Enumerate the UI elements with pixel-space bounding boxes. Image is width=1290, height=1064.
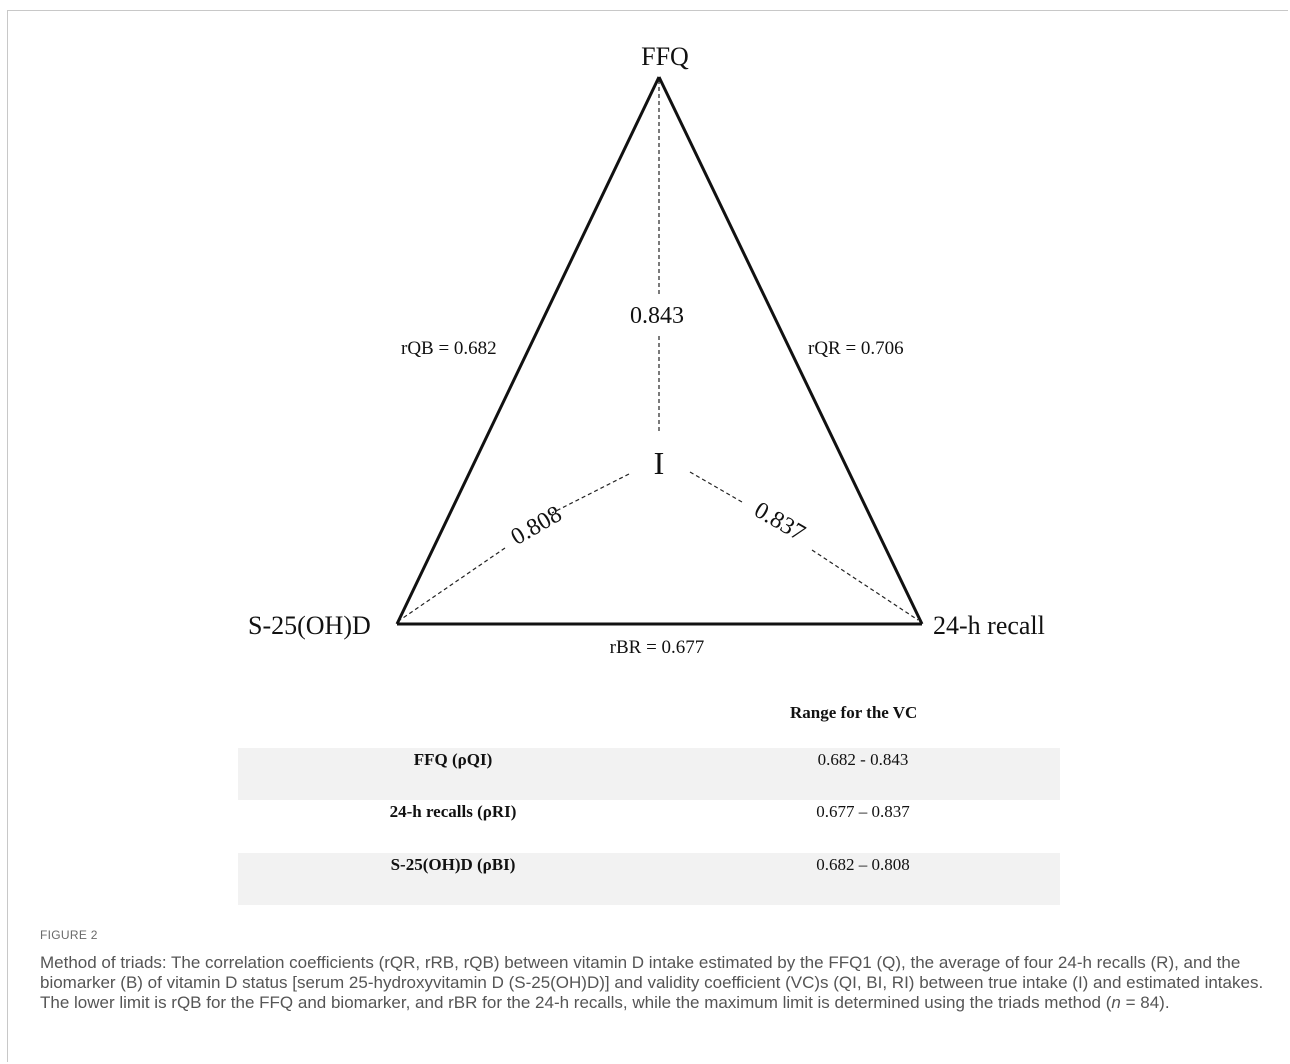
dash-to-recall-lower bbox=[811, 549, 919, 621]
edge-label-rqr: rQR = 0.706 bbox=[808, 338, 904, 359]
edge-label-rbr: rBR = 0.677 bbox=[610, 637, 705, 658]
vc-label-biomarker: 0.808 bbox=[507, 501, 567, 551]
row-range: 0.682 – 0.808 bbox=[816, 855, 910, 874]
table-row: S-25(OH)D (ρBI) 0.682 – 0.808 bbox=[238, 853, 1060, 905]
node-ffq: FFQ bbox=[641, 42, 689, 71]
vc-label-recall: 0.837 bbox=[750, 497, 810, 547]
caption-n-symbol: n bbox=[1111, 993, 1121, 1012]
vc-label-ffq: 0.843 bbox=[630, 303, 684, 329]
caption-text: Method of triads: The correlation coeffi… bbox=[40, 953, 1264, 1012]
table-row: FFQ (ρQI) 0.682 - 0.843 bbox=[238, 748, 1060, 800]
dash-to-biomarker-upper bbox=[551, 473, 630, 514]
row-label: 24-h recalls (ρRI) bbox=[389, 802, 517, 821]
node-recall: 24-h recall bbox=[933, 611, 1045, 640]
edge-label-rqb: rQB = 0.682 bbox=[401, 338, 497, 359]
dash-to-biomarker-lower bbox=[399, 547, 506, 621]
edge-left bbox=[395, 76, 661, 625]
row-label: FFQ (ρQI) bbox=[413, 750, 493, 769]
figure-caption: Method of triads: The correlation coeffi… bbox=[40, 953, 1265, 1013]
table-header-range: Range for the VC bbox=[790, 703, 918, 722]
table-row: 24-h recalls (ρRI) 0.677 – 0.837 bbox=[238, 800, 1060, 852]
row-label: S-25(OH)D (ρBI) bbox=[390, 855, 516, 874]
figure-frame bbox=[7, 10, 1288, 1062]
figure-label: FIGURE 2 bbox=[40, 928, 98, 942]
row-range: 0.677 – 0.837 bbox=[816, 802, 910, 821]
node-biomarker: S-25(OH)D bbox=[248, 611, 371, 640]
row-range: 0.682 - 0.843 bbox=[817, 750, 909, 769]
dash-to-recall-upper bbox=[689, 471, 743, 503]
caption-text-end: = 84). bbox=[1120, 993, 1170, 1012]
edge-right bbox=[657, 76, 924, 625]
triad-diagram: FFQ S-25(OH)D 24-h recall I rQB = 0.682 … bbox=[248, 42, 1045, 658]
node-true-intake: I bbox=[654, 445, 665, 481]
